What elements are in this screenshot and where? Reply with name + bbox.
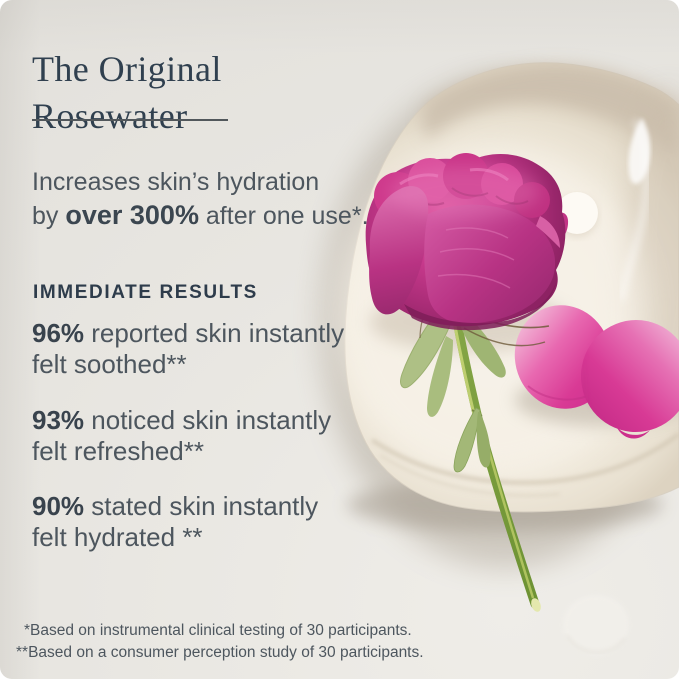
stat-value: 96% <box>32 318 85 348</box>
claim-highlight: over 300% <box>65 200 199 230</box>
claim-suffix: after one use*. <box>198 202 369 230</box>
stat-soothed: 96% reported skin instantly felt soothed… <box>32 318 362 380</box>
stat-line1: 96% reported skin instantly <box>32 318 362 349</box>
rose-petal-right <box>580 320 679 432</box>
stat-line1: 93% noticed skin instantly <box>32 405 362 436</box>
stat-value: 93% <box>32 405 85 435</box>
stat-hydrated: 90% stated skin instantly felt hydrated … <box>32 491 362 553</box>
stat-text: stated skin instantly <box>84 491 319 521</box>
stem-cut-tip <box>531 598 541 612</box>
hydration-claim: Increases skin’s hydration by over 300% … <box>32 166 369 233</box>
results-heading: IMMEDIATE RESULTS <box>33 282 258 303</box>
bloom-front-petal <box>424 204 556 324</box>
footnote-perception: **Based on a consumer perception study o… <box>16 643 424 661</box>
stat-line1: 90% stated skin instantly <box>32 491 362 522</box>
dish-rim-taupe <box>422 64 679 160</box>
page-title-line1: The Original <box>32 49 222 90</box>
stat-text: reported skin instantly <box>84 318 345 348</box>
stat-line2: felt hydrated ** <box>32 522 203 552</box>
footnote-clinical: *Based on instrumental clinical testing … <box>24 622 412 639</box>
dish-rim-crease <box>370 432 679 485</box>
stat-line2: felt refreshed** <box>32 436 204 466</box>
claim-line1: Increases skin’s hydration <box>32 168 320 196</box>
stat-value: 90% <box>32 491 85 521</box>
rose-petals <box>514 212 679 439</box>
page-title-line2: Rosewater <box>32 96 188 137</box>
title-divider <box>32 119 228 121</box>
stat-line2: felt soothed** <box>32 349 187 379</box>
bloom-outer-petal <box>369 185 429 315</box>
page-title: The Original Rosewater <box>32 46 222 140</box>
claim-prefix: by <box>32 202 66 230</box>
footnotes: *Based on instrumental clinical testing … <box>16 620 424 663</box>
stat-refreshed: 93% noticed skin instantly felt refreshe… <box>32 405 362 467</box>
stat-text: noticed skin instantly <box>84 405 332 435</box>
background-droplet <box>563 595 629 655</box>
rose-bloom <box>365 153 566 331</box>
